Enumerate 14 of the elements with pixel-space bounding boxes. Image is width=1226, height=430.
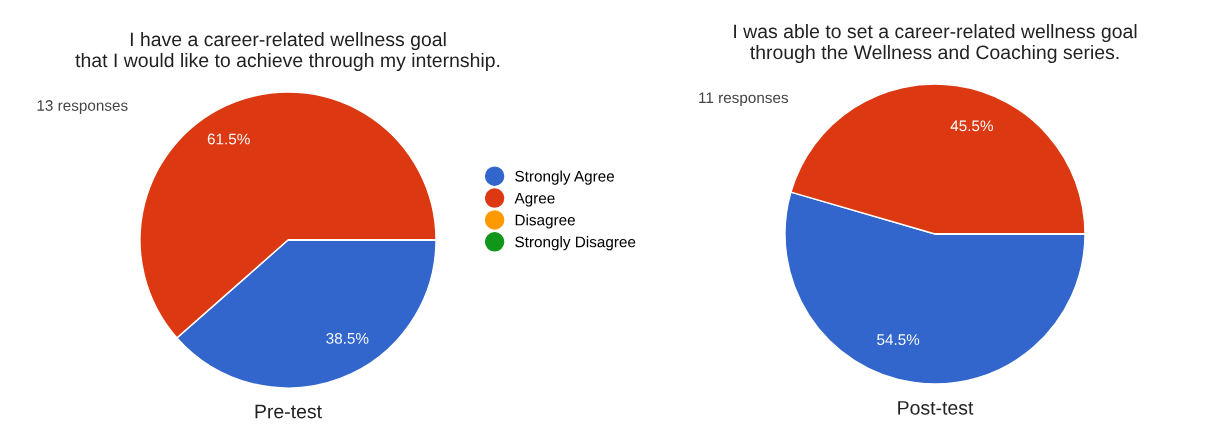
chart-title: I was able to set a career-related wellness goal through the Wellness and Coaching series. xyxy=(734,23,1137,64)
legend-label: Strongly Disagree xyxy=(515,236,636,251)
legend-label: Agree xyxy=(514,192,555,207)
data-label: 61.5% xyxy=(207,133,250,145)
data-label: 45.5% xyxy=(950,120,993,132)
legend-label: Strongly Agree xyxy=(515,170,615,185)
data-label: 54.5% xyxy=(877,334,920,346)
data-label: 38.5% xyxy=(326,332,369,344)
chart-subtitle: 13 responses xyxy=(37,100,128,114)
text: Pre-test xyxy=(255,404,322,419)
legend-label: Disagree xyxy=(515,214,575,229)
chart-title: I have a career-related wellness goal that I would like to achieve through my internship. xyxy=(75,31,500,72)
text: Post-test xyxy=(898,401,974,415)
chart-subtitle: 11 responses xyxy=(699,92,789,107)
